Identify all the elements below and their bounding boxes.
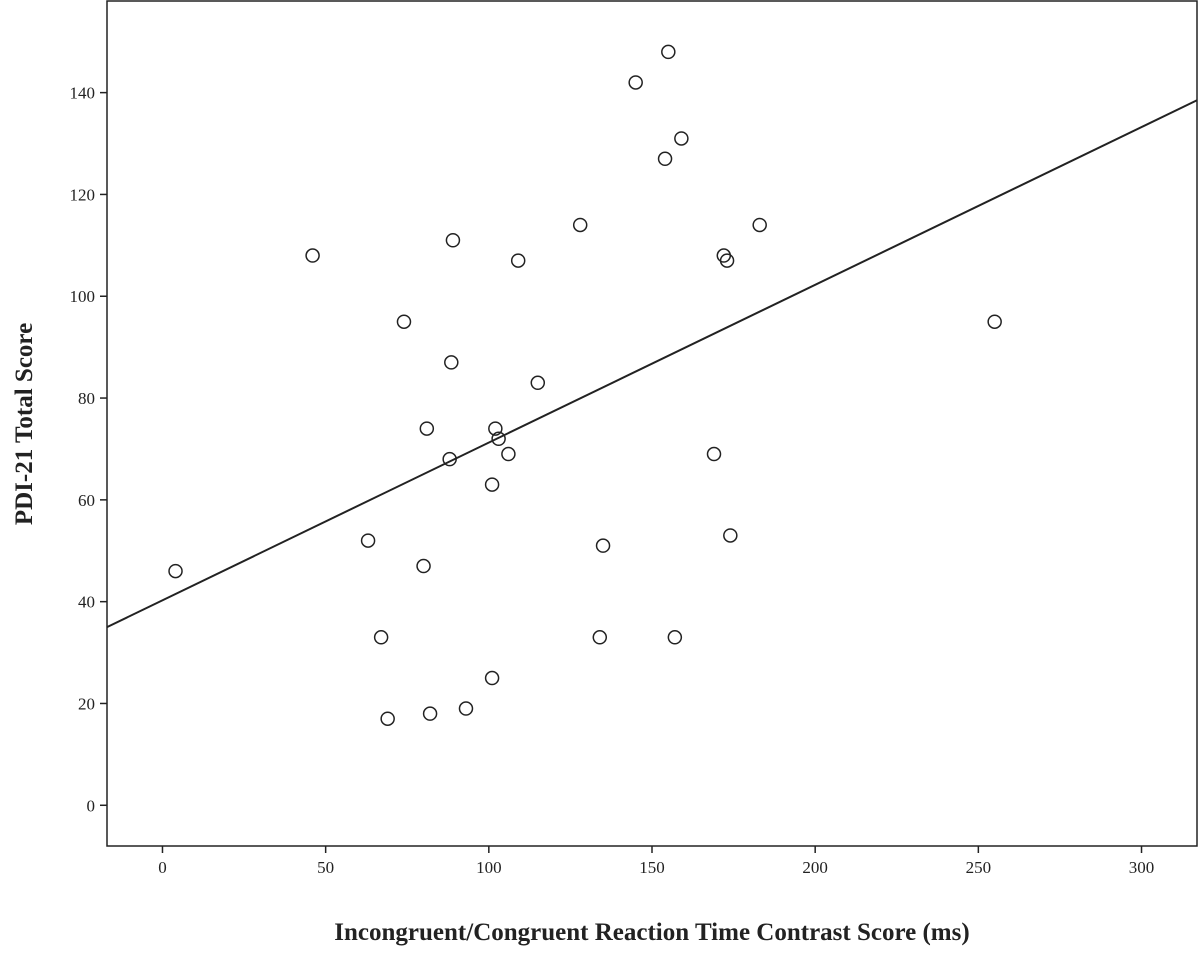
- x-axis-title: Incongruent/Congruent Reaction Time Cont…: [334, 919, 969, 946]
- regression-line-layer: [106, 99, 1198, 629]
- data-point: [510, 253, 526, 268]
- data-point: [719, 253, 735, 268]
- data-point: [484, 477, 500, 492]
- data-point: [628, 75, 643, 90]
- x-tick-label: 200: [802, 858, 828, 877]
- x-tick-label: 250: [966, 858, 992, 877]
- data-point: [445, 232, 461, 248]
- data-point: [419, 421, 435, 436]
- data-point: [442, 451, 457, 467]
- data-point: [752, 217, 767, 233]
- data-point: [360, 533, 376, 548]
- y-tick-label: 100: [70, 287, 96, 306]
- data-point: [572, 217, 588, 233]
- x-tick-label: 0: [158, 858, 167, 877]
- y-tick-label: 140: [70, 84, 96, 103]
- x-tick-label: 100: [476, 858, 502, 877]
- y-tick-label: 60: [78, 491, 95, 510]
- y-tick-label: 20: [78, 694, 95, 713]
- y-tick-label: 40: [78, 593, 95, 612]
- x-axis: 0 50 100 150 200 250 300: [158, 846, 1154, 877]
- data-point: [657, 151, 673, 167]
- data-point: [416, 558, 431, 574]
- data-point: [595, 538, 611, 553]
- regression-line: [106, 99, 1198, 629]
- data-point: [491, 431, 506, 447]
- data-point: [373, 630, 389, 645]
- y-tick-label: 0: [87, 796, 96, 815]
- y-tick-label: 80: [78, 389, 95, 408]
- data-point: [305, 248, 320, 263]
- data-point: [723, 528, 738, 543]
- plot-frame: [106, 0, 1198, 847]
- y-tick-label: 120: [70, 185, 96, 204]
- y-axis-title: PDI-21 Total Score: [11, 323, 38, 525]
- data-point: [444, 355, 459, 370]
- data-point: [484, 670, 500, 686]
- x-tick-label: 300: [1129, 858, 1155, 877]
- data-point: [661, 44, 676, 60]
- data-point: [396, 314, 412, 329]
- data-point: [530, 375, 546, 391]
- data-point: [488, 421, 503, 436]
- data-point: [168, 563, 183, 579]
- data-point: [674, 131, 689, 146]
- data-point: [706, 446, 722, 462]
- data-point: [667, 630, 683, 645]
- x-tick-label: 50: [317, 858, 334, 877]
- data-point: [987, 314, 1002, 329]
- x-tick-label: 150: [639, 858, 665, 877]
- y-axis: 0 20 40 60 80 100 120 140: [70, 84, 107, 815]
- data-point: [592, 630, 608, 645]
- data-point: [458, 701, 474, 716]
- data-points: [168, 44, 1002, 726]
- data-point: [422, 706, 438, 721]
- data-point: [380, 711, 395, 726]
- data-point: [501, 446, 516, 462]
